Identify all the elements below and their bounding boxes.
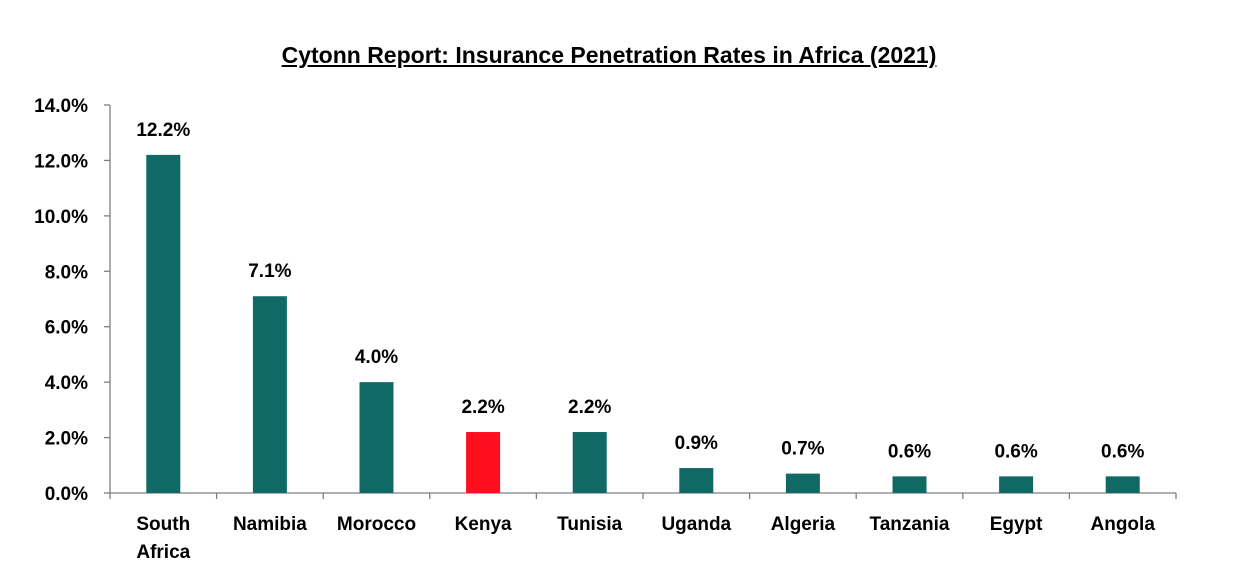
data-label: 0.6% [888, 441, 931, 462]
x-tick-label: Uganda [661, 514, 731, 535]
data-label: 12.2% [136, 120, 190, 141]
x-tick-label-line: Africa [136, 542, 190, 563]
bar-namibia [252, 296, 287, 493]
y-tick-label: 6.0% [45, 318, 88, 339]
x-tick-label: Algeria [771, 514, 836, 535]
data-label: 2.2% [568, 397, 611, 418]
data-label: 0.7% [781, 439, 824, 460]
chart-title: Cytonn Report: Insurance Penetration Rat… [281, 42, 937, 68]
x-tick-label: Tunisia [557, 514, 623, 535]
y-tick-label: 8.0% [45, 262, 88, 283]
x-tick-label: Namibia [233, 514, 307, 535]
bar-tanzania [892, 476, 927, 493]
y-tick-label: 4.0% [45, 373, 88, 394]
y-tick-label: 12.0% [34, 151, 88, 172]
x-tick-label: South Africa [136, 514, 190, 563]
bar-uganda [679, 468, 714, 493]
x-tick-label-line: South [136, 514, 190, 535]
data-label: 0.6% [994, 441, 1037, 462]
bar-egypt [999, 476, 1034, 493]
data-label: 2.2% [461, 397, 504, 418]
bar-morocco [359, 382, 394, 493]
y-tick-label: 2.0% [45, 429, 88, 450]
data-label: 7.1% [248, 261, 291, 282]
x-tick-label-line: Uganda [661, 514, 731, 535]
y-tick-label: 10.0% [34, 207, 88, 228]
x-tick-label: Angola [1091, 514, 1156, 535]
y-tick-label: 14.0% [34, 96, 88, 117]
bar-angola [1105, 476, 1140, 493]
bar-algeria [785, 473, 820, 493]
x-tick-label: Kenya [455, 514, 512, 535]
bar-kenya [466, 432, 501, 493]
x-tick-label-line: Kenya [455, 514, 512, 535]
data-label: 4.0% [355, 347, 398, 368]
x-tick-label: Morocco [337, 514, 416, 535]
x-tick-label: Tanzania [870, 514, 950, 535]
x-tick-label-line: Egypt [990, 514, 1043, 535]
x-tick-label-line: Angola [1091, 514, 1156, 535]
y-tick-label: 0.0% [45, 484, 88, 505]
x-tick-label-line: Namibia [233, 514, 307, 535]
data-label: 0.6% [1101, 441, 1144, 462]
x-tick-label: Egypt [990, 514, 1043, 535]
x-tick-label-line: Tanzania [870, 514, 950, 535]
x-tick-label-line: Morocco [337, 514, 416, 535]
x-tick-label-line: Algeria [771, 514, 836, 535]
bar-tunisia [572, 432, 607, 493]
bar-south-africa [146, 154, 181, 493]
x-tick-label-line: Tunisia [557, 514, 623, 535]
data-label: 0.9% [675, 433, 718, 454]
